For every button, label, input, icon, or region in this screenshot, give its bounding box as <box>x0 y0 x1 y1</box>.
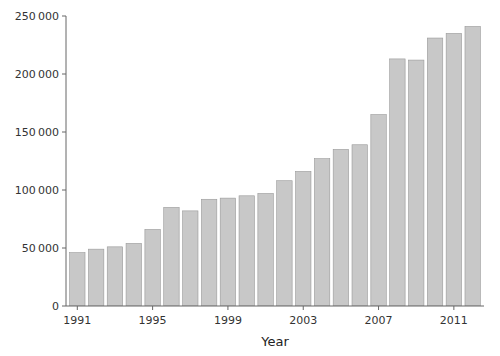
x-tick <box>227 306 228 310</box>
y-tick <box>62 132 66 133</box>
bars <box>70 26 481 306</box>
y-tick <box>62 74 66 75</box>
bar <box>277 181 292 306</box>
bar <box>201 199 216 306</box>
chart: 1991 1995 1999 2003 2007 2011 0 50 000 100 000 15… <box>0 0 500 356</box>
y-tick-label: 0 <box>52 300 59 313</box>
bar <box>88 249 103 306</box>
bar <box>145 229 160 306</box>
x-tick-label: 2007 <box>365 314 393 327</box>
bar <box>258 193 273 306</box>
y-tick-label: 250 000 <box>15 10 59 23</box>
chart-container: 1991 1995 1999 2003 2007 2011 0 50 000 100 000 15… <box>0 0 500 356</box>
bar <box>107 247 122 306</box>
bar <box>70 253 85 306</box>
x-tick <box>77 306 78 310</box>
y-tick <box>62 190 66 191</box>
bar <box>408 60 423 306</box>
bar <box>183 211 198 306</box>
bar <box>390 59 405 306</box>
x-tick-label: 1991 <box>63 314 91 327</box>
y-tick-label: 100 000 <box>15 184 59 197</box>
bar <box>239 196 254 306</box>
x-axis-label: Year <box>260 334 289 349</box>
x-tick <box>152 306 153 310</box>
x-tick-label: 1999 <box>214 314 242 327</box>
y-tick-label: 150 000 <box>15 126 59 139</box>
x-tick <box>453 306 454 310</box>
bar <box>333 149 348 306</box>
x-tick <box>303 306 304 310</box>
bar <box>126 243 141 306</box>
x-axis-line <box>66 306 484 307</box>
bar <box>465 26 480 306</box>
y-tick-label: 50 000 <box>22 242 59 255</box>
bar <box>427 38 442 306</box>
bar <box>371 115 386 306</box>
y-tick <box>62 248 66 249</box>
axes: 1991 1995 1999 2003 2007 2011 0 50 000 100 000 15… <box>15 10 484 327</box>
x-tick <box>378 306 379 310</box>
y-tick <box>62 16 66 17</box>
x-tick-label: 2011 <box>440 314 468 327</box>
x-tick-label: 1995 <box>139 314 167 327</box>
y-tick <box>62 306 66 307</box>
bar <box>446 33 461 306</box>
bar <box>352 145 367 306</box>
bar <box>314 159 329 306</box>
y-axis-line <box>66 16 67 306</box>
bar <box>220 198 235 306</box>
bar <box>296 171 311 306</box>
bar <box>164 207 179 306</box>
x-tick-label: 2003 <box>289 314 317 327</box>
y-tick-label: 200 000 <box>15 68 59 81</box>
